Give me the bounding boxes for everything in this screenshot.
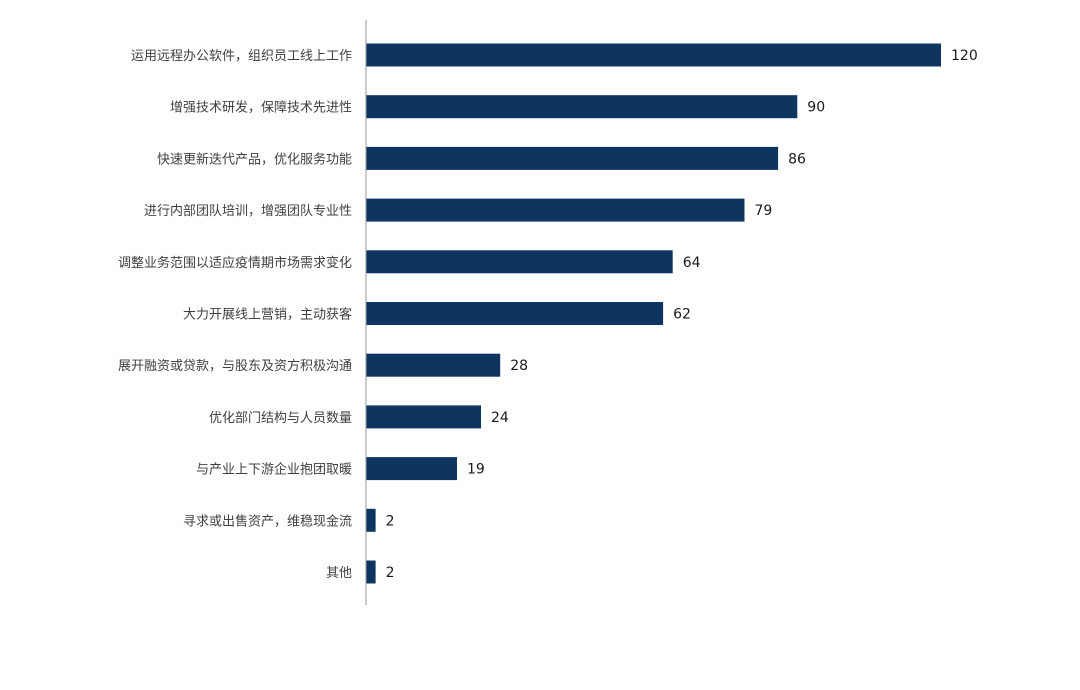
category-label-6: 大力开展线上营销，主动获客 [183, 307, 352, 323]
value-label-1: 120 [951, 48, 978, 64]
bar-8 [366, 405, 481, 429]
category-label-8: 优化部门结构与人员数量 [209, 411, 352, 426]
value-label-7: 28 [510, 358, 528, 374]
bar-2 [366, 95, 798, 119]
bar-3 [366, 146, 779, 170]
category-label-3: 快速更新迭代产品，优化服务功能 [157, 151, 352, 167]
category-labels-layer: 运用远程办公软件，组织员工线上工作增强技术研发，保障技术先进性快速更新迭代产品，… [118, 49, 352, 581]
bar-7 [366, 353, 501, 377]
bar-11 [366, 560, 376, 584]
value-label-9: 19 [467, 462, 485, 478]
category-label-1: 运用远程办公软件，组织员工线上工作 [131, 49, 352, 64]
bar-10 [366, 508, 376, 532]
bars-layer [366, 43, 941, 584]
value-label-11: 2 [386, 565, 395, 581]
bar-4 [366, 198, 745, 222]
value-label-6: 62 [673, 307, 691, 323]
category-label-9: 与产业上下游企业抱团取暖 [196, 462, 352, 478]
category-label-7: 展开融资或贷款，与股东及资方积极沟通 [118, 358, 352, 374]
category-label-10: 寻求或出售资产，维稳现金流 [183, 513, 352, 529]
category-label-4: 进行内部团队培训，增强团队专业性 [144, 203, 352, 219]
value-label-10: 2 [386, 513, 395, 529]
value-label-8: 24 [491, 410, 509, 426]
bar-9 [366, 457, 457, 481]
value-labels-layer: 120 90 86 79 64 62 28 24 19 2 2 [386, 48, 978, 581]
value-label-4: 79 [755, 203, 773, 219]
bar-1 [366, 43, 941, 67]
value-label-2: 90 [807, 100, 825, 116]
category-label-11: 其他 [326, 566, 352, 581]
bar-6 [366, 302, 664, 325]
value-label-5: 64 [683, 255, 701, 271]
category-label-5: 调整业务范围以适应疫情期市场需求变化 [118, 255, 352, 271]
category-label-2: 增强技术研发，保障技术先进性 [170, 100, 352, 116]
value-label-3: 86 [788, 151, 806, 167]
bar-5 [366, 250, 673, 274]
